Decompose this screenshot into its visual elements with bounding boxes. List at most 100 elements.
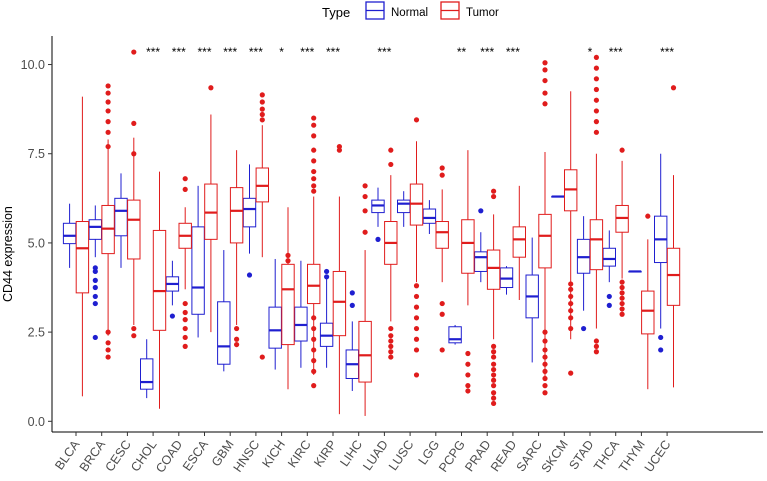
outlier-point	[413, 117, 420, 123]
outlier-point	[542, 90, 548, 96]
outlier-point	[542, 368, 548, 374]
y-tick-label: 0.0	[28, 415, 45, 429]
significance-marker: ***	[146, 45, 160, 59]
box-normal-thym	[628, 270, 642, 273]
outlier-point	[593, 65, 600, 71]
significance-markers: *** *** *** *** *** * *** *** *** ** *** *** * *** ***	[146, 45, 674, 59]
box-tumor-skcm	[564, 91, 578, 376]
series-normal	[62, 153, 668, 399]
outlier-point	[182, 309, 188, 316]
outlier-point	[542, 383, 548, 389]
box-tumor-kirp	[332, 143, 347, 415]
box-body	[127, 199, 141, 260]
outlier-point	[375, 236, 381, 242]
outlier-point	[568, 308, 574, 314]
significance-marker: *	[588, 45, 593, 59]
outlier-point	[362, 183, 368, 189]
box-body	[448, 326, 462, 344]
outlier-point	[413, 283, 420, 289]
box-body	[140, 358, 154, 390]
box-normal-read	[499, 266, 514, 295]
significance-marker: ***	[300, 45, 314, 59]
box-body	[217, 301, 231, 365]
outlier-point	[182, 317, 188, 323]
box-normal-sarc	[525, 237, 539, 363]
box-body	[75, 221, 90, 294]
box-tumor-hnsc	[255, 92, 270, 360]
outlier-point	[619, 295, 625, 301]
outlier-point	[658, 347, 664, 353]
box-body	[114, 197, 128, 237]
outlier-point	[349, 290, 355, 296]
outlier-point	[542, 375, 548, 382]
outlier-point	[131, 151, 137, 157]
outlier-point	[388, 325, 394, 332]
box-body	[191, 226, 205, 315]
outlier-point	[439, 165, 445, 171]
outlier-point	[465, 383, 471, 389]
outlier-point	[491, 354, 497, 360]
x-tick-label: READ	[488, 438, 519, 474]
outlier-point	[246, 272, 253, 278]
box-tumor-esca	[204, 85, 218, 333]
outlier-point	[105, 340, 111, 346]
outlier-point	[465, 372, 471, 378]
outlier-point	[542, 338, 548, 344]
outlier-point	[311, 183, 317, 189]
box-normal-esca	[191, 185, 205, 338]
outlier-point	[593, 86, 600, 93]
box-body	[589, 219, 604, 271]
outlier-point	[413, 347, 420, 353]
box-body	[332, 270, 347, 337]
y-tick-label: 2.5	[28, 326, 45, 340]
outlier-point	[92, 265, 98, 271]
outlier-point	[568, 281, 574, 287]
outlier-point	[92, 334, 98, 341]
outlier-point	[491, 366, 497, 373]
box-tumor-blca	[75, 96, 90, 397]
outlier-point	[388, 343, 394, 349]
outlier-point	[542, 390, 548, 396]
plot-area	[62, 49, 681, 416]
outlier-point	[593, 108, 600, 114]
box-body	[229, 187, 244, 244]
x-tick-label: KIRC	[285, 438, 314, 471]
outlier-point	[413, 293, 420, 300]
outlier-point	[619, 306, 625, 312]
box-normal-prad	[474, 208, 488, 283]
box-tumor-stad	[589, 54, 604, 355]
outlier-point	[105, 129, 111, 135]
outlier-point	[670, 85, 677, 91]
outlier-point	[92, 277, 98, 283]
outlier-point	[362, 208, 368, 214]
significance-marker: *	[279, 45, 284, 59]
significance-marker: ***	[377, 45, 391, 59]
box-tumor-thca	[615, 147, 629, 317]
box-tumor-lihc	[358, 183, 372, 416]
outlier-point	[478, 208, 484, 214]
outlier-point	[606, 293, 612, 300]
outlier-point	[234, 336, 240, 342]
outlier-point	[491, 349, 497, 355]
outlier-point	[105, 99, 111, 105]
outlier-point	[542, 354, 548, 360]
box-normal-stad	[576, 216, 591, 332]
outlier-point	[311, 358, 317, 364]
box-normal-thca	[602, 230, 616, 308]
outlier-point	[105, 354, 111, 360]
box-normal-gbm	[217, 250, 231, 372]
box-normal-kirp	[319, 268, 334, 368]
box-body	[474, 251, 488, 272]
box-normal-coad	[165, 260, 180, 319]
outlier-point	[413, 336, 420, 342]
outlier-point	[413, 325, 420, 332]
outlier-point	[619, 311, 625, 317]
outlier-point	[491, 193, 497, 200]
box-tumor-brca	[101, 83, 115, 360]
outlier-point	[413, 315, 420, 321]
outlier-point	[311, 147, 317, 153]
outlier-point	[324, 268, 330, 275]
outlier-point	[593, 349, 600, 355]
outlier-point	[311, 347, 317, 353]
outlier-point	[259, 106, 265, 112]
